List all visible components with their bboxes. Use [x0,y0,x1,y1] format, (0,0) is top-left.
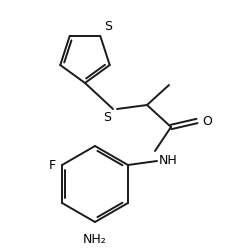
Text: F: F [49,159,56,172]
Text: S: S [104,20,112,33]
Text: NH: NH [159,154,178,166]
Text: NH₂: NH₂ [83,232,107,245]
Text: S: S [103,110,111,124]
Text: O: O [202,115,212,128]
